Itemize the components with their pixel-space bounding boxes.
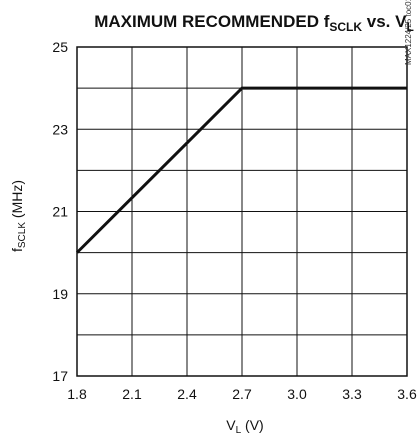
x-axis-label-sub: L [236, 425, 242, 436]
y-axis-label-main: f [9, 248, 25, 252]
y-axis-label-suffix: (MHz) [9, 180, 25, 222]
y-tick-label: 23 [52, 121, 68, 137]
x-tick-label: 1.8 [67, 386, 87, 402]
tick-labels: 1.8 2.1 2.4 2.7 3.0 3.3 3.6 17 19 21 23 25 [52, 39, 417, 402]
y-tick-label: 25 [52, 39, 68, 55]
chart-title: MAXIMUM RECOMMENDED fSCLK vs. VL [94, 12, 414, 34]
x-tick-label: 2.4 [177, 386, 197, 402]
y-tick-label: 17 [52, 368, 68, 384]
y-axis-label: fSCLK (MHz) [9, 180, 28, 252]
y-axis-label-sub: SCLK [17, 222, 28, 248]
x-tick-label: 3.3 [342, 386, 362, 402]
series-layer [75, 86, 407, 254]
chart-title-middle-sub: L [406, 20, 413, 34]
x-axis-label-suffix: (V) [241, 417, 264, 433]
series-line [75, 86, 407, 254]
grid [76, 46, 408, 377]
x-tick-label: 2.1 [122, 386, 142, 402]
chart-title-middle: vs. V [362, 12, 407, 31]
x-axis-label-main: V [226, 417, 236, 433]
y-tick-label: 19 [52, 286, 68, 302]
chart-title-prefix-sub: SCLK [329, 20, 362, 34]
x-tick-label: 3.6 [397, 386, 417, 402]
chart-title-prefix: MAXIMUM RECOMMENDED f [94, 12, 329, 31]
y-tick-label: 21 [52, 204, 68, 220]
chart-annotation: MAX1224/25 toc01 [404, 0, 413, 65]
plot-frame [76, 46, 408, 377]
x-tick-label: 2.7 [232, 386, 252, 402]
x-axis-label: VL (V) [226, 417, 263, 436]
x-tick-label: 3.0 [287, 386, 307, 402]
